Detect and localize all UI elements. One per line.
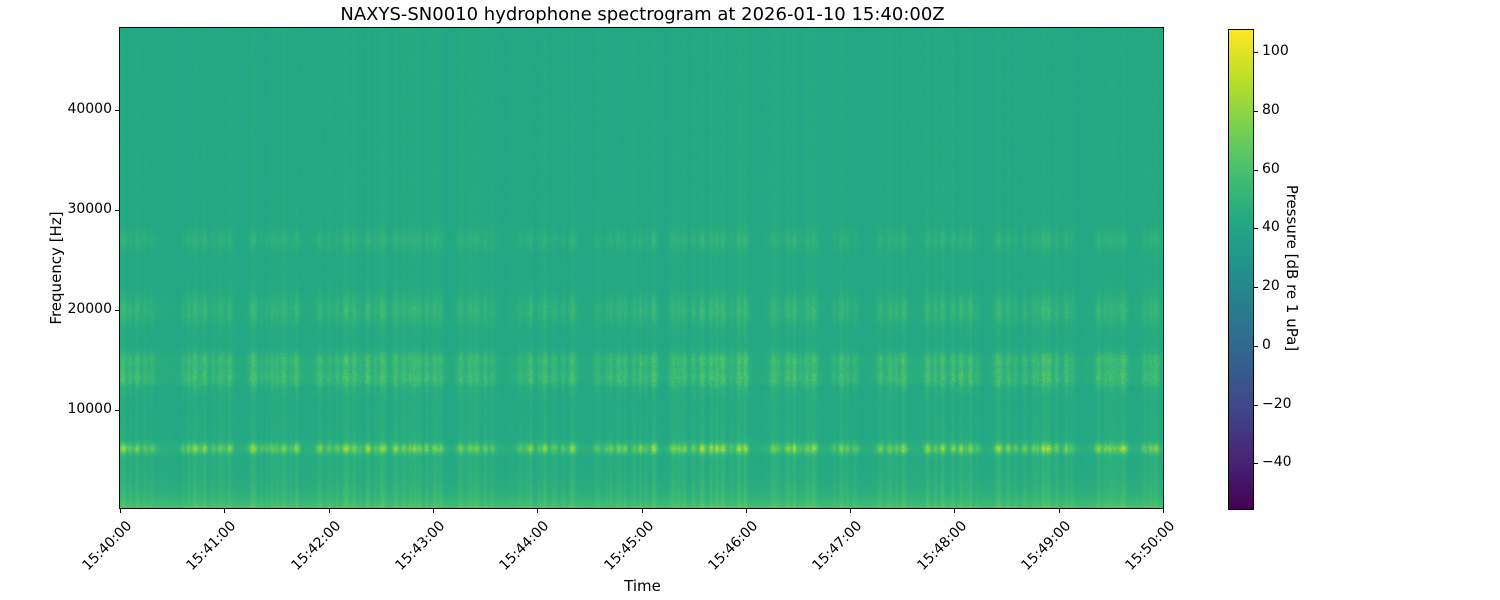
x-tick-label: 15:40:00 xyxy=(79,518,136,574)
colorbar-tick-label: 80 xyxy=(1262,101,1280,118)
x-tick-label: 15:44:00 xyxy=(496,518,553,574)
x-tick-mark xyxy=(641,509,643,513)
y-tick-label: 30000 xyxy=(67,201,112,217)
y-tick-mark xyxy=(115,310,119,311)
y-tick-mark xyxy=(115,210,119,211)
colorbar-tick-label: 0 xyxy=(1262,336,1271,353)
colorbar-tick-mark xyxy=(1254,110,1258,112)
colorbar-gradient-canvas xyxy=(1229,30,1253,509)
x-tick-mark xyxy=(120,509,121,513)
x-tick-label: 15:49:00 xyxy=(1018,518,1075,574)
colorbar-tick-label: 60 xyxy=(1262,160,1280,177)
x-tick-mark xyxy=(954,509,956,513)
x-tick-label: 15:45:00 xyxy=(601,518,657,574)
spectrogram-heatmap-canvas xyxy=(120,28,1163,508)
x-tick-mark xyxy=(537,509,539,513)
colorbar-tick-mark xyxy=(1254,287,1258,289)
y-tick-label: 40000 xyxy=(67,101,112,117)
plot-frame xyxy=(119,27,1164,509)
y-tick-label: 10000 xyxy=(67,401,112,417)
x-tick-mark xyxy=(850,509,852,513)
colorbar-tick-mark xyxy=(1254,345,1258,347)
x-tick-label: 15:41:00 xyxy=(183,518,240,574)
x-tick-mark xyxy=(224,509,226,513)
x-tick-label: 15:42:00 xyxy=(288,518,344,574)
x-tick-mark xyxy=(1058,509,1060,513)
x-tick-mark xyxy=(1163,509,1164,513)
x-tick-label: 15:50:00 xyxy=(1122,518,1179,574)
colorbar-tick-label: −20 xyxy=(1262,395,1292,412)
x-tick-mark xyxy=(745,509,747,513)
y-tick-label: 20000 xyxy=(67,301,112,317)
colorbar-tick-label: 100 xyxy=(1262,43,1289,60)
y-tick-mark xyxy=(115,410,119,411)
y-tick-mark xyxy=(115,110,119,111)
colorbar-tick-mark xyxy=(1254,228,1258,230)
colorbar-tick-label: 40 xyxy=(1262,219,1280,236)
x-tick-label: 15:48:00 xyxy=(913,518,970,574)
colorbar-tick-label: 20 xyxy=(1262,278,1280,295)
chart-title: NAXYS-SN0010 hydrophone spectrogram at 2… xyxy=(340,4,945,25)
colorbar-tick-mark xyxy=(1254,404,1258,406)
colorbar-tick-mark xyxy=(1254,463,1258,465)
colorbar xyxy=(1228,29,1254,510)
x-tick-mark xyxy=(432,509,434,513)
x-axis-label: Time xyxy=(624,577,661,595)
x-tick-label: 15:47:00 xyxy=(809,518,866,574)
colorbar-tick-mark xyxy=(1254,52,1258,54)
x-tick-label: 15:43:00 xyxy=(392,518,449,574)
colorbar-tick-label: −40 xyxy=(1262,454,1292,471)
x-tick-mark xyxy=(328,509,330,513)
colorbar-tick-mark xyxy=(1254,169,1258,171)
x-tick-label: 15:46:00 xyxy=(705,518,762,574)
